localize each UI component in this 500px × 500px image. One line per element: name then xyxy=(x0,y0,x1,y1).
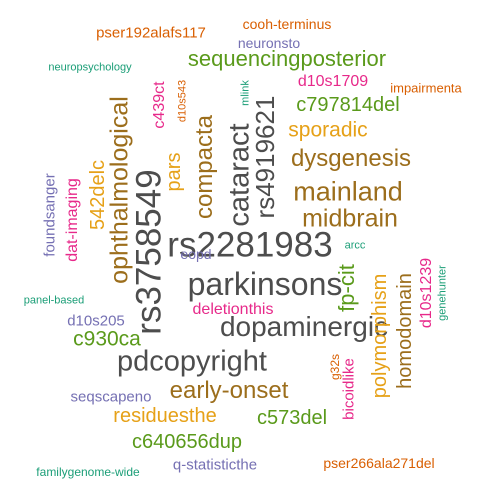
word-polymorphism: polymorphism xyxy=(369,273,391,399)
word-d10s1709: d10s1709 xyxy=(297,73,369,90)
word-dysgenesis: dysgenesis xyxy=(290,145,412,172)
word-cooh-terminus: cooh-terminus xyxy=(242,16,332,32)
word-sporadic: sporadic xyxy=(288,118,368,142)
word-ophthalmological: ophthalmological xyxy=(105,96,134,284)
word-pdcopyright: pdcopyright xyxy=(117,345,267,378)
word-early-onset: early-onset xyxy=(169,377,289,404)
word-sequencingposterior: sequencingposterior xyxy=(187,46,387,71)
word-residuesthe: residuesthe xyxy=(113,405,217,427)
word-c439ct: c439ct xyxy=(151,81,168,129)
word-c573del: c573del xyxy=(256,407,328,429)
word-d10s205: d10s205 xyxy=(67,312,125,330)
word-homodomain: homodomain xyxy=(394,273,416,389)
word-dat-imaging: dat-imaging xyxy=(64,178,81,262)
word-g32s: g32s xyxy=(328,353,342,381)
word-d10s1239: d10s1239 xyxy=(418,257,435,329)
word-foundsanger: foundsanger xyxy=(41,173,59,257)
word-deletionthis: deletionthis xyxy=(192,301,274,318)
word-rs2281983: rs2281983 xyxy=(167,225,333,265)
word-familygenome-wide: familygenome-wide xyxy=(36,465,140,479)
word-c797814del: c797814del xyxy=(296,94,400,116)
word-arcc: arcc xyxy=(344,239,366,252)
word-seqscapeno: seqscapeno xyxy=(70,388,152,406)
word-compacta: compacta xyxy=(191,114,218,220)
word-fp-cit: fp-cit xyxy=(334,264,359,312)
word-genehunter: genehunter xyxy=(436,265,449,321)
word-neuropsychology: neuropsychology xyxy=(48,61,132,74)
word-pars: pars xyxy=(163,152,185,192)
word-mainland: mainland xyxy=(293,176,403,207)
word-dopaminergic: dopaminergic xyxy=(219,311,389,342)
word-bicoidlike: bicoidlike xyxy=(340,358,358,420)
word-pser192alafs117: pser192alafs117 xyxy=(96,24,206,42)
word-q-statisticthe: q-statisticthe xyxy=(172,456,258,474)
word-rs4919621: rs4919621 xyxy=(250,95,280,219)
word-mlink: mlink xyxy=(239,80,252,106)
word-impairmenta: impairmenta xyxy=(390,80,462,96)
word-panel-based: panel-based xyxy=(23,294,85,307)
word-rs3758549: rs3758549 xyxy=(129,169,169,335)
word-c930ca: c930ca xyxy=(73,327,141,351)
word-parkinsons: parkinsons xyxy=(187,266,343,302)
word-pser266ala271del: pser266ala271del xyxy=(323,455,435,471)
word-eopd: eopd xyxy=(180,246,212,262)
word-neuronsto: neuronsto xyxy=(237,35,301,51)
word-midbrain: midbrain xyxy=(302,204,398,233)
word-d10s543: d10s543 xyxy=(176,79,189,123)
word-c640656dup: c640656dup xyxy=(131,431,243,453)
word-542delc: 542delc xyxy=(87,159,109,231)
